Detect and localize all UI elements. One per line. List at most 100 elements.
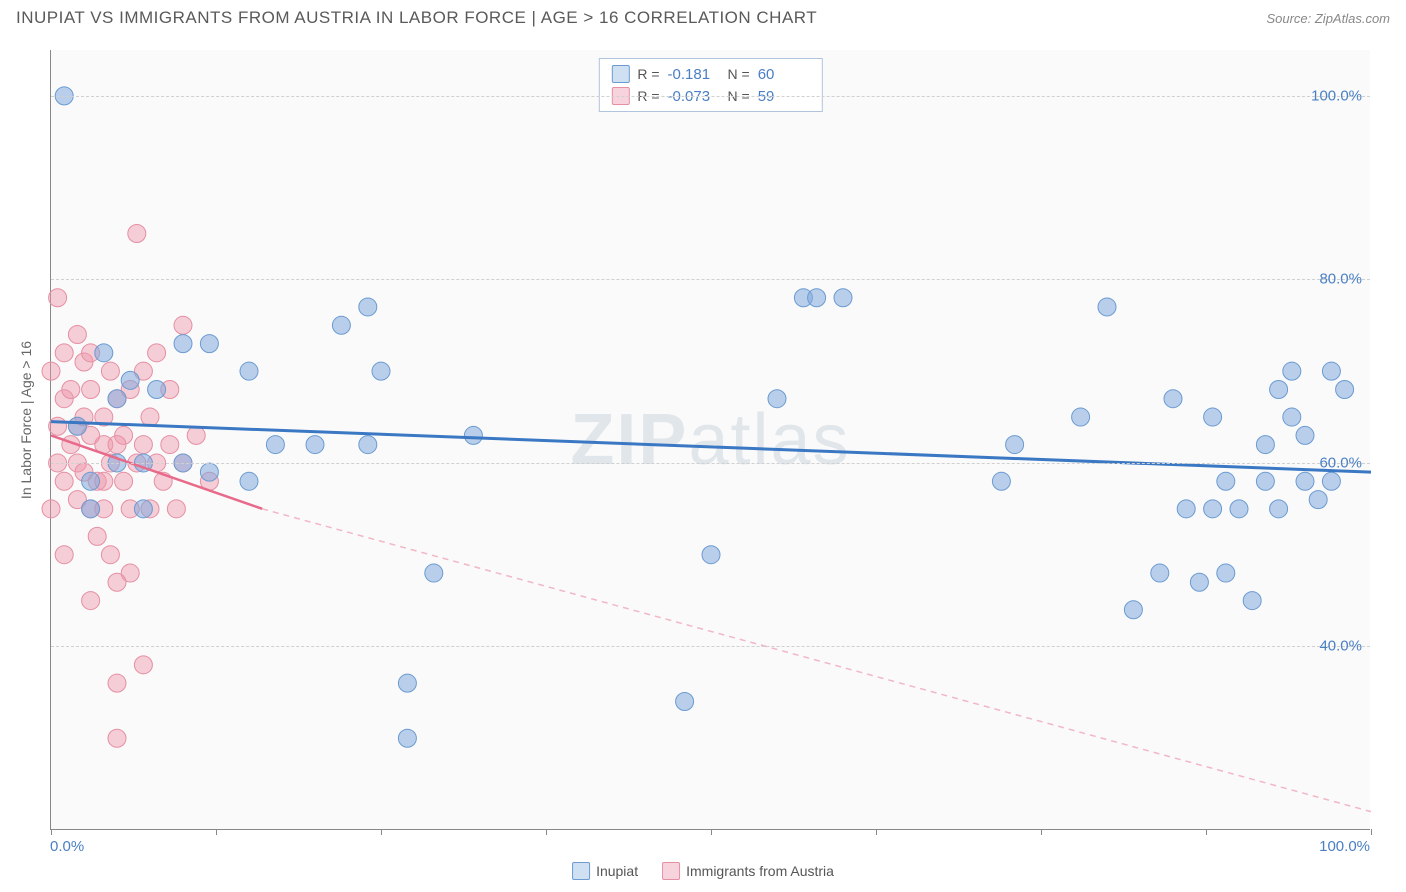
x-axis-right-label: 100.0%: [1319, 838, 1370, 855]
y-tick-label: 80.0%: [1319, 271, 1362, 288]
data-point: [332, 316, 350, 334]
data-point: [398, 674, 416, 692]
data-point: [992, 472, 1010, 490]
data-point: [1204, 500, 1222, 518]
y-tick-label: 100.0%: [1311, 87, 1362, 104]
data-point: [1256, 472, 1274, 490]
data-point: [101, 362, 119, 380]
data-point: [55, 472, 73, 490]
data-point: [62, 381, 80, 399]
data-point: [1177, 500, 1195, 518]
data-point: [108, 729, 126, 747]
y-axis-title: In Labor Force | Age > 16: [18, 341, 34, 499]
x-tick-mark: [1206, 829, 1207, 835]
data-point: [1243, 592, 1261, 610]
data-point: [134, 656, 152, 674]
data-point: [372, 362, 390, 380]
data-point: [95, 344, 113, 362]
data-point: [148, 344, 166, 362]
x-tick-mark: [1371, 829, 1372, 835]
legend-item-series1: Inupiat: [572, 862, 638, 880]
bottom-legend: Inupiat Immigrants from Austria: [572, 862, 834, 880]
x-axis-left-label: 0.0%: [50, 838, 84, 855]
data-point: [82, 500, 100, 518]
data-point: [88, 527, 106, 545]
data-point: [167, 500, 185, 518]
data-point: [1256, 436, 1274, 454]
data-point: [359, 436, 377, 454]
data-point: [1164, 390, 1182, 408]
data-point: [121, 371, 139, 389]
data-point: [68, 417, 86, 435]
gridline: [51, 646, 1370, 647]
data-point: [1124, 601, 1142, 619]
data-point: [240, 362, 258, 380]
stats-legend: R = -0.181 N = 60 R = -0.073 N = 59: [598, 58, 822, 112]
stats-row-series1: R = -0.181 N = 60: [611, 63, 809, 85]
data-point: [1270, 500, 1288, 518]
y-tick-label: 40.0%: [1319, 638, 1362, 655]
data-point: [1322, 362, 1340, 380]
swatch-blue: [611, 65, 629, 83]
chart-plot-area: ZIPatlas R = -0.181 N = 60 R = -0.073 N …: [50, 50, 1370, 830]
data-point: [82, 472, 100, 490]
gridline: [51, 96, 1370, 97]
data-point: [240, 472, 258, 490]
data-point: [187, 426, 205, 444]
data-point: [676, 693, 694, 711]
data-point: [200, 335, 218, 353]
gridline: [51, 463, 1370, 464]
data-point: [174, 335, 192, 353]
data-point: [161, 436, 179, 454]
data-point: [82, 592, 100, 610]
data-point: [49, 289, 67, 307]
data-point: [359, 298, 377, 316]
data-point: [200, 463, 218, 481]
data-point: [148, 381, 166, 399]
data-point: [128, 225, 146, 243]
x-tick-mark: [711, 829, 712, 835]
data-point: [266, 436, 284, 454]
data-point: [82, 381, 100, 399]
x-tick-mark: [216, 829, 217, 835]
data-point: [1151, 564, 1169, 582]
data-point: [1098, 298, 1116, 316]
legend-item-series2: Immigrants from Austria: [662, 862, 834, 880]
data-point: [108, 436, 126, 454]
data-point: [115, 472, 133, 490]
scatter-svg: [51, 50, 1370, 829]
x-tick-mark: [1041, 829, 1042, 835]
data-point: [141, 408, 159, 426]
data-point: [1072, 408, 1090, 426]
data-point: [1006, 436, 1024, 454]
data-point: [1217, 472, 1235, 490]
chart-title: INUPIAT VS IMMIGRANTS FROM AUSTRIA IN LA…: [16, 8, 817, 28]
swatch-blue-icon: [572, 862, 590, 880]
data-point: [1270, 381, 1288, 399]
data-point: [808, 289, 826, 307]
data-point: [49, 417, 67, 435]
data-point: [55, 546, 73, 564]
data-point: [121, 564, 139, 582]
trend-line: [51, 422, 1371, 472]
data-point: [1230, 500, 1248, 518]
data-point: [1190, 573, 1208, 591]
data-point: [1283, 362, 1301, 380]
data-point: [425, 564, 443, 582]
data-point: [108, 390, 126, 408]
x-tick-mark: [51, 829, 52, 835]
swatch-pink-icon: [662, 862, 680, 880]
data-point: [1217, 564, 1235, 582]
data-point: [134, 436, 152, 454]
data-point: [1296, 472, 1314, 490]
data-point: [1322, 472, 1340, 490]
gridline: [51, 279, 1370, 280]
data-point: [1283, 408, 1301, 426]
x-tick-mark: [546, 829, 547, 835]
data-point: [68, 325, 86, 343]
data-point: [398, 729, 416, 747]
source-label: Source: ZipAtlas.com: [1266, 11, 1390, 26]
data-point: [834, 289, 852, 307]
data-point: [42, 362, 60, 380]
data-point: [768, 390, 786, 408]
